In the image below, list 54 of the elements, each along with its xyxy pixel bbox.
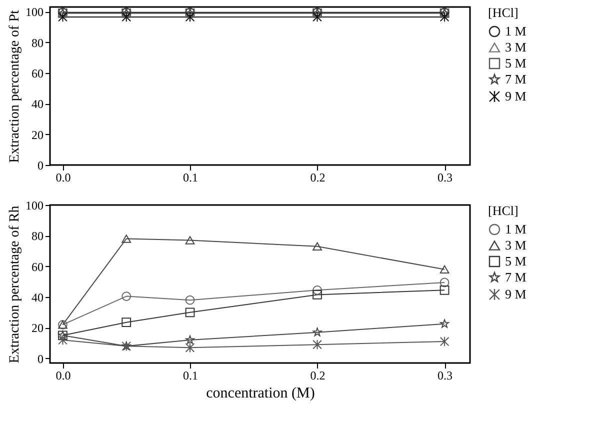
- y-tick-label: 40: [32, 290, 44, 305]
- point: [122, 318, 132, 328]
- point: [185, 236, 195, 244]
- y-tick-label: 100: [26, 5, 44, 20]
- y-tick-label: 20: [32, 128, 44, 142]
- point: [440, 278, 450, 288]
- y-axis-title: Extraction percentage of Pt: [8, 10, 22, 163]
- legend-label: 7 M: [505, 72, 527, 86]
- point: [312, 290, 322, 300]
- point: [440, 336, 450, 347]
- point: [312, 339, 322, 350]
- point: [312, 328, 322, 336]
- point: [185, 308, 195, 318]
- y-tick-label: 80: [32, 36, 44, 50]
- legend-label: 3 M: [505, 40, 527, 54]
- y-tick-label: 0: [38, 352, 44, 366]
- point: [312, 242, 322, 251]
- y-axis-title: Extraction percentage of Rh: [8, 206, 22, 364]
- x-tick-label: 0.0: [56, 170, 71, 184]
- x-tick-label: 0.1: [183, 368, 198, 382]
- point: [185, 342, 195, 353]
- point: [122, 292, 132, 301]
- legend-label: 1 M: [505, 24, 527, 38]
- y-tick-label: 60: [32, 260, 44, 274]
- point: [440, 319, 450, 328]
- x-tick-label: 0.3: [438, 368, 453, 382]
- legend-label: 3 M: [505, 238, 527, 252]
- y-tick-label: 40: [32, 97, 44, 112]
- point: [186, 335, 194, 344]
- legend-label: 9 M: [505, 286, 527, 302]
- point: [185, 295, 195, 305]
- legend-label: 5 M: [505, 56, 527, 70]
- point: [440, 265, 450, 274]
- point: [312, 285, 322, 295]
- legend-label: 5 M: [505, 254, 527, 268]
- x-tick-label: 0.3: [438, 170, 453, 184]
- legend-label: 1 M: [505, 222, 527, 236]
- point: [122, 234, 132, 243]
- x-tick-label: 0.2: [310, 170, 326, 184]
- legend-label: 7 M: [505, 270, 527, 284]
- legend-label: 9 M: [505, 88, 527, 104]
- y-tick-label: 20: [32, 321, 44, 336]
- x-axis-title: concentration (M): [206, 386, 315, 402]
- x-tick-label: 0.0: [56, 368, 71, 382]
- y-tick-label: 80: [32, 229, 44, 244]
- point: [58, 334, 68, 346]
- legend-title: [HCl]: [488, 5, 518, 20]
- x-tick-label: 0.2: [310, 368, 326, 382]
- x-tick-label: 0.1: [183, 170, 198, 184]
- y-tick-label: 0: [38, 158, 44, 172]
- legend-title: [HCl]: [488, 203, 518, 218]
- y-tick-label: 60: [32, 66, 44, 80]
- y-tick-label: 100: [26, 198, 44, 212]
- point: [440, 285, 450, 295]
